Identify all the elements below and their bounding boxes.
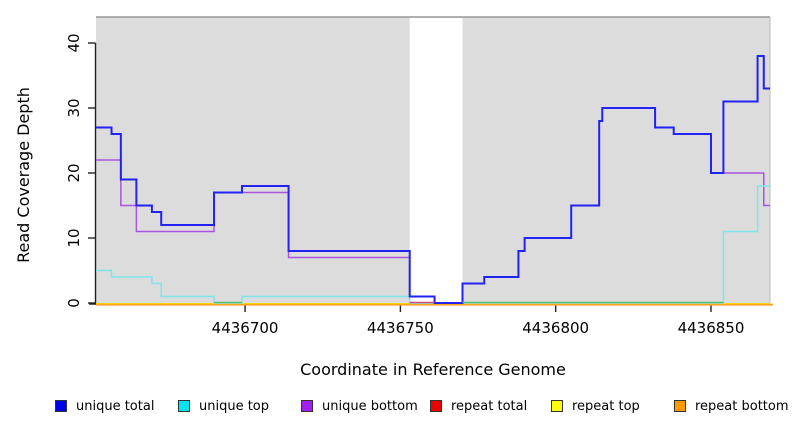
x-tick-label: 4436700 (212, 319, 279, 337)
legend-swatch-repeat-bottom (674, 400, 686, 412)
legend-item-unique-total: unique total (55, 398, 154, 414)
x-tick-label: 4436850 (678, 319, 745, 337)
legend-swatch-unique-bottom (301, 400, 313, 412)
y-axis-label: Read Coverage Depth (14, 87, 33, 263)
y-tick-label: 30 (65, 98, 83, 117)
legend-label: unique bottom (322, 398, 418, 414)
y-tick-label: 40 (65, 33, 83, 52)
y-tick-label: 10 (65, 228, 83, 247)
legend-label: repeat top (572, 398, 640, 414)
legend-label: unique top (199, 398, 270, 414)
series-line-unique-total (96, 55, 770, 304)
legend-label: repeat total (451, 398, 528, 414)
legend-swatch-unique-total (55, 400, 67, 412)
legend-item-repeat-total: repeat total (430, 398, 527, 414)
plot-area: 0 10 20 30 40 4436700 4436750 4436800 4436850 (65, 16, 773, 337)
x-tick-label: 4436800 (522, 319, 589, 337)
x-axis-label: Coordinate in Reference Genome (300, 360, 566, 379)
legend-item-unique-top: unique top (178, 398, 269, 414)
y-tick-label: 0 (65, 298, 83, 308)
legend-swatch-repeat-top (551, 400, 563, 412)
y-tick-label: 20 (65, 163, 83, 182)
legend-item-repeat-top: repeat top (551, 398, 640, 414)
legend: unique total unique top unique bottom repea… (0, 398, 792, 418)
x-tick-label: 4436750 (367, 319, 434, 337)
legend-item-repeat-bottom: repeat bottom (674, 398, 789, 414)
legend-swatch-unique-top (178, 400, 190, 412)
legend-label: repeat bottom (695, 398, 789, 414)
coverage-gap-band (409, 18, 463, 303)
legend-swatch-repeat-total (430, 400, 442, 412)
legend-item-unique-bottom: unique bottom (301, 398, 418, 414)
legend-label: unique total (76, 398, 155, 414)
